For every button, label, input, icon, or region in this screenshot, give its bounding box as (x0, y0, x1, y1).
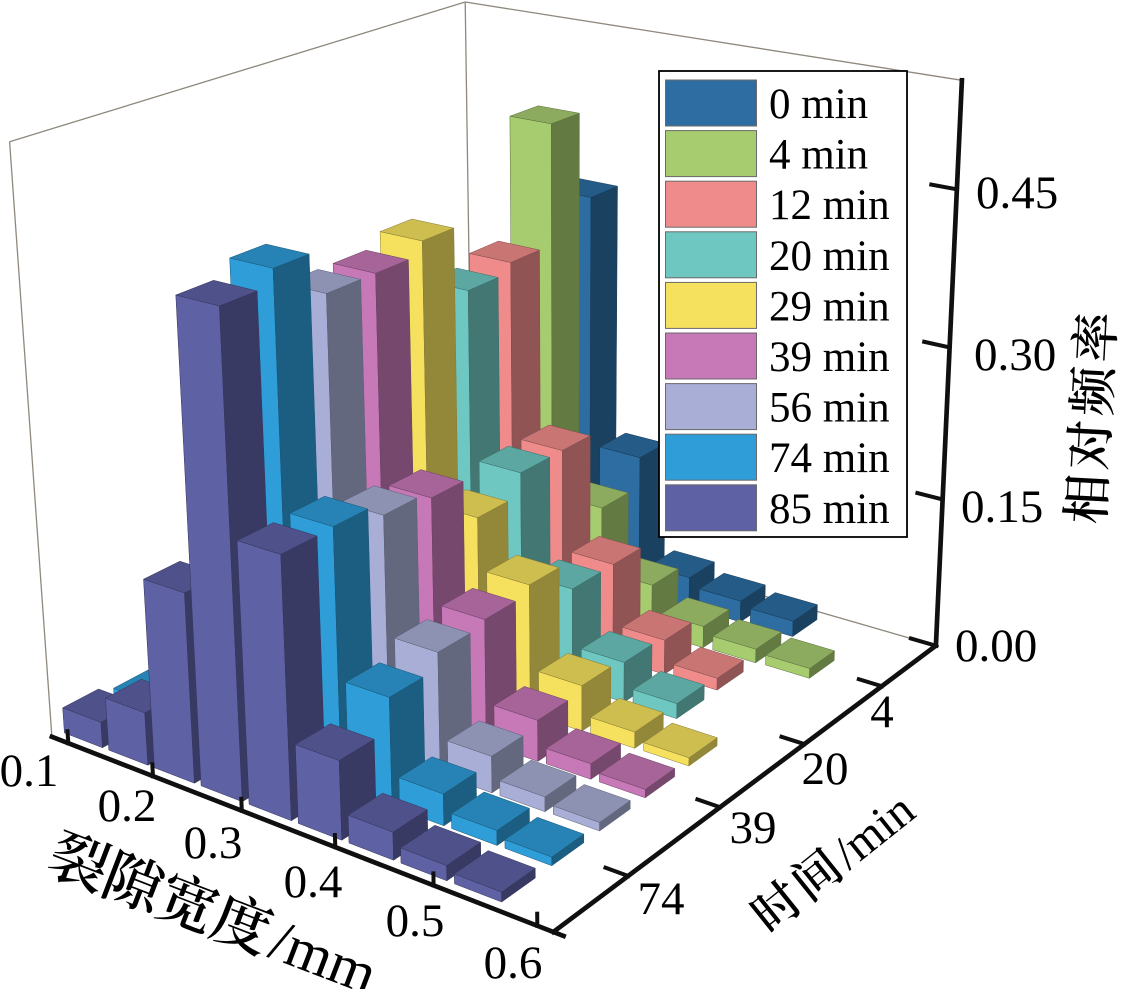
svg-text:0.6: 0.6 (484, 937, 543, 989)
svg-text:0.15: 0.15 (961, 481, 1043, 533)
svg-text:0.5: 0.5 (386, 895, 445, 947)
svg-text:0.3: 0.3 (184, 817, 243, 869)
svg-text:20: 20 (802, 743, 849, 795)
svg-text:0.1: 0.1 (0, 745, 58, 797)
svg-text:12 min: 12 min (769, 182, 890, 229)
svg-text:39 min: 39 min (769, 334, 890, 381)
svg-text:74: 74 (638, 873, 685, 925)
svg-text:85 min: 85 min (769, 486, 890, 533)
svg-text:29 min: 29 min (769, 283, 890, 330)
svg-text:0.45: 0.45 (976, 167, 1058, 219)
svg-text:20 min: 20 min (769, 233, 890, 280)
svg-text:4: 4 (870, 686, 894, 738)
svg-text:0.2: 0.2 (98, 780, 157, 832)
svg-text:74 min: 74 min (769, 435, 890, 482)
svg-text:0.00: 0.00 (955, 620, 1037, 672)
svg-text:56 min: 56 min (769, 385, 890, 432)
svg-text:0 min: 0 min (769, 81, 868, 128)
svg-text:39: 39 (730, 802, 777, 854)
svg-text:4 min: 4 min (769, 132, 868, 179)
svg-text:0.30: 0.30 (974, 329, 1056, 381)
svg-text:0.4: 0.4 (284, 856, 343, 908)
